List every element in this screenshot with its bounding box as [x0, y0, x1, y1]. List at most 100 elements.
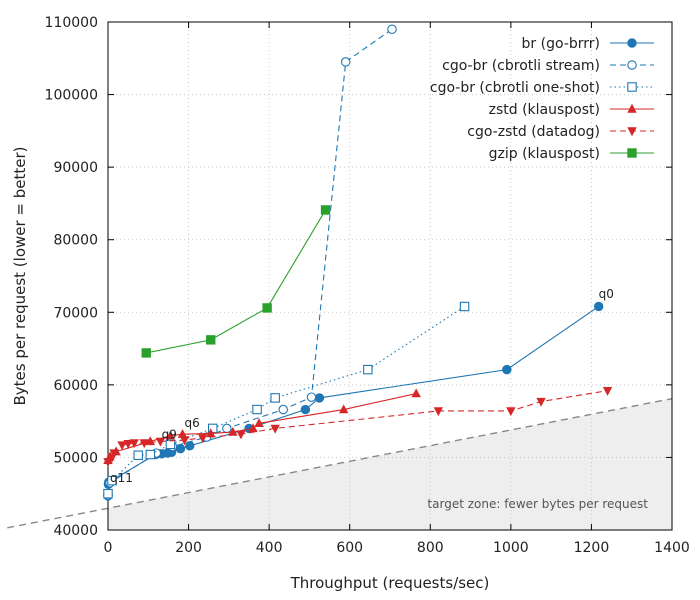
series-2 [103, 301, 470, 499]
data-point [270, 393, 280, 403]
y-axis-label: Bytes per request (lower = better) [11, 146, 29, 405]
data-point [228, 426, 238, 436]
data-point [248, 423, 258, 433]
data-point [197, 434, 208, 444]
grid [108, 22, 672, 530]
series-line [107, 390, 608, 463]
data-point [145, 449, 156, 460]
series-line [146, 209, 327, 354]
plot-frame [107, 21, 673, 531]
legend-marker [627, 82, 637, 92]
legend: br (go-brrr) cgo-br (cbrotli stream) cgo-b… [430, 36, 654, 162]
x-tick-label: 1200 [574, 540, 610, 556]
annotations: q0 q6 q9 q11 [110, 287, 614, 485]
legend-marker [627, 60, 637, 70]
x-axis: 0 200 400 600 800 1000 1200 1400 [104, 22, 690, 556]
data-point [133, 450, 143, 461]
legend-label: cgo-br (cbrotli one-shot) [430, 80, 600, 96]
data-point [459, 301, 470, 312]
x-tick-label: 200 [175, 540, 202, 556]
y-tick-label: 80000 [53, 233, 98, 249]
x-tick-label: 400 [256, 540, 283, 556]
target-zone-label: target zone: fewer bytes per request [427, 497, 648, 511]
x-tick-label: 1400 [654, 540, 690, 556]
legend-label: gzip (klauspost) [489, 146, 600, 162]
x-axis-label: Throughput (requests/sec) [290, 574, 490, 592]
data-point [179, 436, 190, 446]
legend-marker [627, 127, 637, 137]
data-point [222, 423, 232, 434]
y-tick-label: 90000 [53, 160, 98, 176]
legend-marker [627, 103, 637, 113]
data-point [109, 449, 119, 459]
data-point [155, 437, 166, 447]
y-tick-label: 110000 [45, 15, 98, 31]
data-point [206, 428, 216, 438]
data-point [338, 404, 349, 414]
point-annotation: q11 [110, 471, 133, 485]
y-tick-label: 40000 [53, 523, 98, 539]
legend-marker [627, 148, 637, 158]
data-point [278, 404, 288, 415]
series-line [107, 306, 465, 494]
data-point [300, 404, 311, 415]
data-point [141, 348, 151, 358]
y-axis: 40000 50000 60000 70000 80000 90000 100000 1100… [45, 15, 672, 539]
data-point [139, 439, 149, 449]
legend-marker [627, 38, 637, 48]
data-point [165, 439, 176, 450]
data-point [165, 430, 176, 440]
x-tick-label: 1000 [493, 540, 529, 556]
data-point [306, 392, 317, 402]
data-point [123, 439, 133, 449]
data-point [433, 407, 444, 417]
data-point [387, 24, 397, 35]
data-point [103, 488, 113, 499]
point-annotation: q6 [185, 416, 200, 430]
x-tick-label: 800 [417, 540, 444, 556]
data-point [502, 364, 512, 375]
data-point [506, 407, 516, 417]
data-point [185, 441, 195, 451]
legend-label: br (go-brrr) [522, 36, 600, 52]
y-tick-label: 70000 [53, 305, 98, 321]
data-point [252, 404, 262, 415]
y-tick-label: 50000 [53, 450, 98, 466]
data-point [254, 418, 264, 428]
data-point [107, 475, 117, 486]
data-point [175, 444, 186, 454]
x-tick-label: 600 [336, 540, 363, 556]
data-point [262, 303, 272, 313]
data-point [177, 429, 188, 438]
y-tick-label: 100000 [45, 88, 98, 104]
data-point [314, 393, 325, 403]
series-layer [103, 24, 613, 501]
target-zone [108, 398, 672, 530]
legend-label: zstd (klauspost) [489, 102, 600, 118]
data-point [411, 388, 421, 398]
x-tick-label: 0 [104, 540, 113, 556]
data-point [363, 364, 373, 375]
data-point [103, 458, 113, 467]
data-point [340, 57, 351, 67]
data-point [145, 436, 155, 446]
series-5 [141, 205, 331, 358]
data-point [236, 430, 246, 440]
legend-label: cgo-zstd (datadog) [467, 124, 600, 140]
data-point [536, 397, 546, 407]
target-zone-fill [108, 398, 672, 530]
data-point [129, 439, 139, 449]
data-point [270, 424, 280, 434]
data-point [602, 386, 613, 396]
data-point [206, 335, 216, 345]
data-point [320, 205, 331, 215]
legend-label: cgo-br (cbrotli stream) [442, 58, 600, 74]
target-zone-boundary-line [7, 397, 673, 529]
series-4 [103, 386, 613, 467]
data-point [117, 441, 127, 451]
point-annotation: q9 [162, 428, 177, 442]
point-annotation: q0 [599, 287, 614, 301]
y-tick-label: 60000 [53, 378, 98, 394]
data-point [593, 301, 604, 312]
